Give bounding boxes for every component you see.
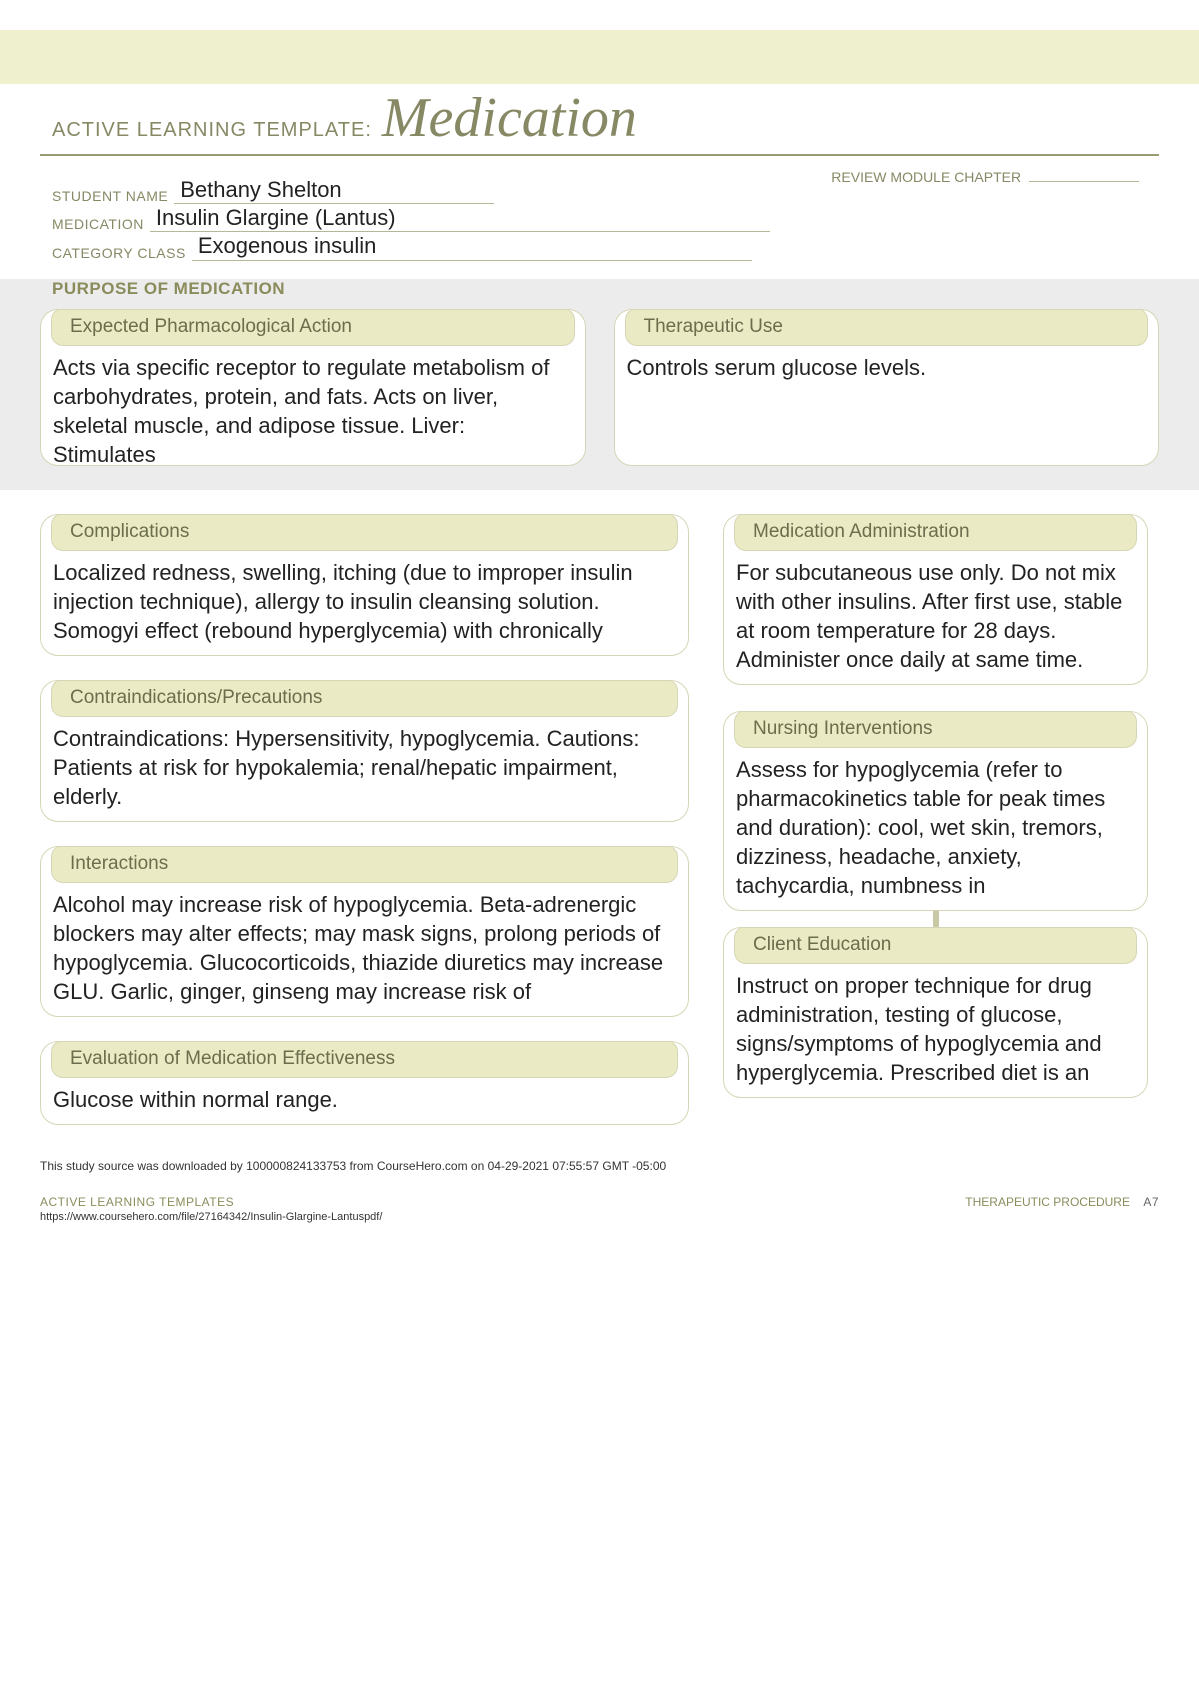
card-header-evaluation: Evaluation of Medication Effectiveness <box>51 1041 678 1078</box>
card-header-pharm-action: Expected Pharmacological Action <box>51 309 575 346</box>
title-main: Medication <box>382 86 637 150</box>
right-column: Medication Administration For subcutaneo… <box>723 514 1148 1125</box>
card-evaluation: Evaluation of Medication Effectiveness G… <box>40 1041 689 1125</box>
card-body-pharm-action: Acts via specific receptor to regulate m… <box>41 347 585 465</box>
connector <box>723 909 1148 929</box>
card-body-nursing: Assess for hypoglycemia (refer to pharma… <box>724 749 1147 910</box>
left-column: Complications Localized redness, swellin… <box>40 514 689 1125</box>
card-header-complications: Complications <box>51 514 678 551</box>
meta-row-medication: MEDICATION Insulin Glargine (Lantus) <box>52 206 1159 232</box>
footer-row: ACTIVE LEARNING TEMPLATES https://www.co… <box>40 1195 1159 1223</box>
title-row: ACTIVE LEARNING TEMPLATE: Medication <box>40 82 1159 156</box>
review-label: REVIEW MODULE CHAPTER <box>831 169 1021 185</box>
card-header-nursing: Nursing Interventions <box>734 711 1137 748</box>
card-body-administration: For subcutaneous use only. Do not mix wi… <box>724 552 1147 684</box>
category-label: CATEGORY CLASS <box>52 245 186 261</box>
card-therapeutic-use: Therapeutic Use Controls serum glucose l… <box>614 309 1160 466</box>
connector-bar <box>933 909 939 929</box>
card-pharm-action: Expected Pharmacological Action Acts via… <box>40 309 586 466</box>
card-administration: Medication Administration For subcutaneo… <box>723 514 1148 685</box>
review-underline <box>1029 168 1139 182</box>
card-body-therapeutic-use: Controls serum glucose levels. <box>615 347 1159 392</box>
card-header-education: Client Education <box>734 927 1137 964</box>
card-header-therapeutic-use: Therapeutic Use <box>625 309 1149 346</box>
spacer <box>723 685 1148 711</box>
lower-grid: Complications Localized redness, swellin… <box>40 514 1159 1125</box>
student-value: Bethany Shelton <box>174 178 494 204</box>
medication-value: Insulin Glargine (Lantus) <box>150 206 770 232</box>
review-chapter: REVIEW MODULE CHAPTER <box>831 168 1139 185</box>
page: ACTIVE LEARNING TEMPLATE: Medication STU… <box>0 0 1199 1700</box>
card-body-interactions: Alcohol may increase risk of hypoglycemi… <box>41 884 688 1016</box>
meta-row-category: CATEGORY CLASS Exogenous insulin <box>52 234 1159 260</box>
meta-block: STUDENT NAME Bethany Shelton MEDICATION … <box>52 178 1159 261</box>
card-education: Client Education Instruct on proper tech… <box>723 927 1148 1098</box>
top-color-band <box>0 30 1199 84</box>
purpose-heading: PURPOSE OF MEDICATION <box>52 279 1159 299</box>
footer-right: THERAPEUTIC PROCEDURE A7 <box>965 1195 1159 1223</box>
student-label: STUDENT NAME <box>52 188 168 204</box>
card-contraindications: Contraindications/Precautions Contraindi… <box>40 680 689 822</box>
card-header-interactions: Interactions <box>51 846 678 883</box>
card-header-contraindications: Contraindications/Precautions <box>51 680 678 717</box>
footer-page: A7 <box>1143 1195 1159 1209</box>
card-body-education: Instruct on proper technique for drug ad… <box>724 965 1147 1097</box>
footer-right-label: THERAPEUTIC PROCEDURE <box>965 1195 1130 1209</box>
medication-label: MEDICATION <box>52 216 144 232</box>
card-body-complications: Localized redness, swelling, itching (du… <box>41 552 688 655</box>
card-complications: Complications Localized redness, swellin… <box>40 514 689 656</box>
card-header-administration: Medication Administration <box>734 514 1137 551</box>
card-nursing: Nursing Interventions Assess for hypogly… <box>723 711 1148 911</box>
footer-url: https://www.coursehero.com/file/27164342… <box>40 1211 382 1223</box>
purpose-section: PURPOSE OF MEDICATION Expected Pharmacol… <box>0 279 1199 490</box>
category-value: Exogenous insulin <box>192 234 752 260</box>
footer-left: ACTIVE LEARNING TEMPLATES <box>40 1195 382 1209</box>
card-body-evaluation: Glucose within normal range. <box>41 1079 688 1124</box>
title-prefix: ACTIVE LEARNING TEMPLATE: <box>52 119 372 142</box>
card-interactions: Interactions Alcohol may increase risk o… <box>40 846 689 1017</box>
card-body-contraindications: Contraindications: Hypersensitivity, hyp… <box>41 718 688 821</box>
download-note: This study source was downloaded by 1000… <box>40 1159 1159 1173</box>
